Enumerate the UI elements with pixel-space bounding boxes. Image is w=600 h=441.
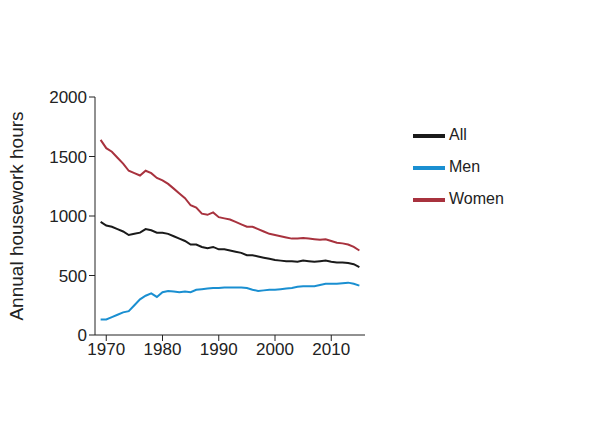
svg-text:0: 0 <box>78 326 87 345</box>
svg-text:1990: 1990 <box>200 340 238 359</box>
svg-text:2000: 2000 <box>49 88 87 107</box>
svg-text:1500: 1500 <box>49 148 87 167</box>
svg-text:1000: 1000 <box>49 207 87 226</box>
svg-text:1970: 1970 <box>87 340 125 359</box>
svg-text:500: 500 <box>59 267 87 286</box>
html-text:Women: Women <box>449 190 504 208</box>
svg-text:2000: 2000 <box>256 340 294 359</box>
svg-text:Annual housework hours: Annual housework hours <box>8 111 27 320</box>
svg-text:1980: 1980 <box>144 340 182 359</box>
html-text:Men: Men <box>449 158 481 176</box>
html-text:All: All <box>449 126 467 144</box>
svg-text:2010: 2010 <box>312 340 350 359</box>
